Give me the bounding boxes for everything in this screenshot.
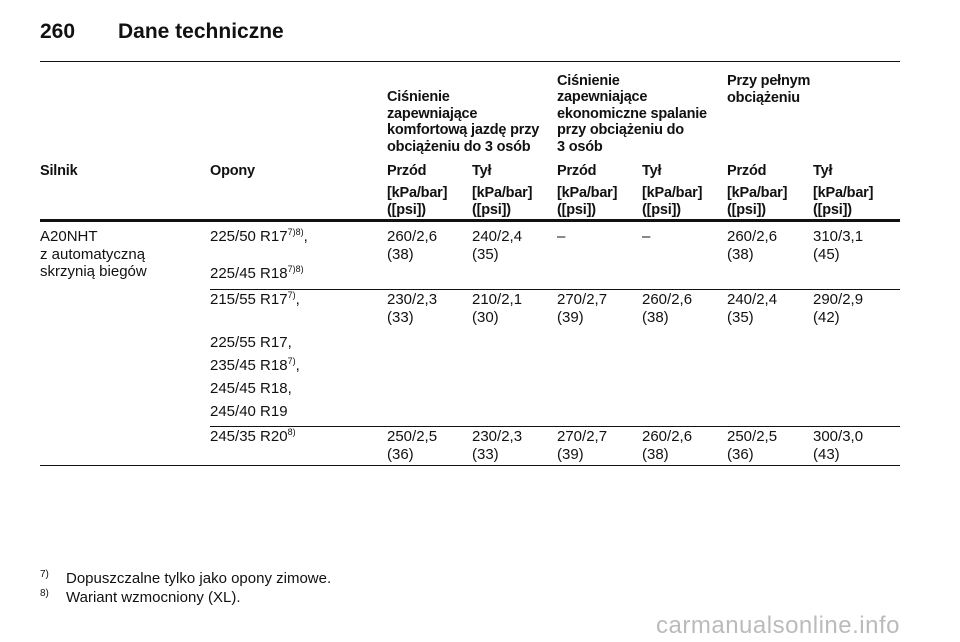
tyre-size-text: 235/45 R18 <box>210 357 288 374</box>
column-header: Przód <box>557 163 597 179</box>
column-header: Przód <box>727 163 767 179</box>
table-rule <box>40 465 900 466</box>
footnote-text: Dopuszczalne tylko jako opony zimowe. <box>66 570 332 587</box>
tyre-size: 245/45 R18, <box>210 380 292 398</box>
tyre-size-text: 225/50 R17 <box>210 228 288 245</box>
tyre-size-text: 225/45 R18 <box>210 265 288 282</box>
footnote-mark: 7) <box>40 569 49 580</box>
watermark: carmanualsonline.info <box>656 612 900 639</box>
separator: , <box>303 228 308 245</box>
pressure-value: – <box>557 228 566 245</box>
pressure-value: 270/2,7 (39) <box>557 428 608 463</box>
unit-header: [kPa/bar] ([psi]) <box>727 185 788 218</box>
pressure-value: 260/2,6 (38) <box>642 428 693 463</box>
group-header: Ciśnienie zapewniające ekonomiczne spala… <box>557 72 707 155</box>
column-header: Tył <box>813 163 833 179</box>
unit-header: [kPa/bar] ([psi]) <box>813 185 874 218</box>
tyre-size: 215/55 R177), <box>210 291 300 309</box>
footnote-ref: 7) <box>287 356 296 366</box>
pressure-value: 290/2,9 (42) <box>813 291 864 326</box>
tyre-size: 235/45 R187), <box>210 357 300 375</box>
unit-header: [kPa/bar] ([psi]) <box>387 185 448 218</box>
tyre-size: 245/40 R19 <box>210 403 288 421</box>
column-header: Tył <box>472 163 492 179</box>
row-rule <box>210 289 900 290</box>
pressure-value: 310/3,1 (45) <box>813 228 864 263</box>
pressure-value: 230/2,3 (33) <box>472 428 523 463</box>
pressure-value: – <box>642 228 651 245</box>
footnote-ref: 7)8) <box>287 264 304 274</box>
unit-header: [kPa/bar] ([psi]) <box>557 185 618 218</box>
column-header: Opony <box>210 163 255 179</box>
pressure-value: 250/2,5 (36) <box>387 428 438 463</box>
tyre-size: 225/50 R177)8), <box>210 228 308 246</box>
group-header: Przy pełnym obciążeniu <box>727 73 811 106</box>
column-header: Przód <box>387 163 427 179</box>
pressure-value: 210/2,1 (30) <box>472 291 523 326</box>
pressure-value: 300/3,0 (43) <box>813 428 864 463</box>
tyre-size-text: 225/55 R17, <box>210 334 292 351</box>
group-header: Ciśnienie zapewniające komfortową jazdę … <box>387 89 540 155</box>
engine: A20NHT z automatyczną skrzynią biegów <box>40 228 147 280</box>
footnote-ref: 7)8) <box>287 227 304 237</box>
footnote-text: Wariant wzmocniony (XL). <box>66 589 241 606</box>
page-number: 260 <box>40 20 76 43</box>
pressure-value: 260/2,6 (38) <box>727 228 778 263</box>
unit-header: [kPa/bar] ([psi]) <box>642 185 703 218</box>
footnote-mark: 8) <box>40 588 49 599</box>
tyre-size: 245/35 R208) <box>210 428 296 446</box>
unit-header: [kPa/bar] ([psi]) <box>472 185 533 218</box>
footnote-ref: 8) <box>287 427 296 437</box>
row-rule <box>210 426 900 427</box>
tyre-size-text: 245/35 R20 <box>210 428 288 445</box>
tyre-size-text: 245/45 R18, <box>210 380 292 397</box>
tyre-size-text: 215/55 R17 <box>210 291 288 308</box>
pressure-value: 260/2,6 (38) <box>387 228 438 263</box>
pressure-value: 230/2,3 (33) <box>387 291 438 326</box>
pressure-value: 240/2,4 (35) <box>727 291 778 326</box>
footnote-ref: 7) <box>287 290 296 300</box>
column-header: Tył <box>642 163 662 179</box>
pressure-value: 240/2,4 (35) <box>472 228 523 263</box>
page-title: Dane techniczne <box>118 20 284 43</box>
pressure-value: 270/2,7 (39) <box>557 291 608 326</box>
tyre-size-text: 245/40 R19 <box>210 403 288 420</box>
pressure-value: 260/2,6 (38) <box>642 291 693 326</box>
column-header: Silnik <box>40 163 78 179</box>
top-rule <box>40 61 900 62</box>
pressure-value: 250/2,5 (36) <box>727 428 778 463</box>
separator: , <box>295 291 300 308</box>
tyre-size: 225/55 R17, <box>210 334 292 352</box>
separator: , <box>295 357 300 374</box>
tyre-size: 225/45 R187)8) <box>210 265 304 283</box>
header-rule <box>40 219 900 222</box>
